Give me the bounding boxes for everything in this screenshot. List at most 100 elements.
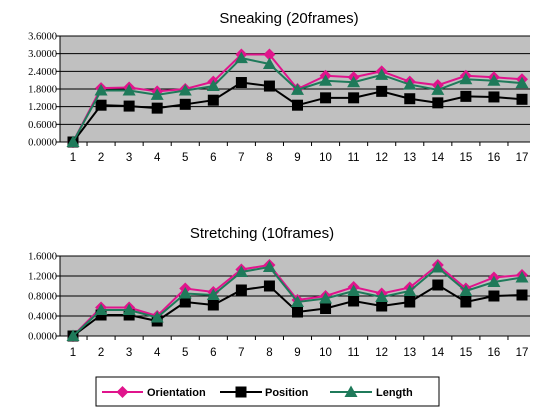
x-tick-label: 6 [210,347,216,359]
data-point-length [178,287,192,299]
x-tick-label: 13 [403,152,416,164]
legend-item-orientation: Orientation [102,386,206,399]
data-point-position [207,94,219,106]
data-point-length [347,75,361,88]
legend-box [95,376,440,407]
axes [56,255,530,340]
data-point-length [375,68,389,80]
data-point-length [459,72,473,85]
y-tick-label: 0.4000 [28,312,57,323]
data-point-length [515,76,529,89]
series-lines [66,259,529,342]
data-point-position [151,102,163,114]
data-point-position [292,99,303,111]
x-tick-label: 5 [182,152,188,164]
x-tick-label: 15 [459,347,472,359]
data-point-position [235,284,247,296]
x-tick-label: 4 [154,347,161,359]
data-point-length [178,83,192,96]
data-point-position [432,97,444,109]
x-tick-labels: 1 2 3 4 5 6 7 8 9 10 11 12 13 14 15 16 17 [70,152,529,164]
x-tick-label: 2 [98,347,104,359]
data-point-position [404,296,416,308]
legend-label: Position [265,387,309,399]
data-point-length [291,83,304,95]
data-point-length [347,284,361,296]
data-point-position [516,289,528,301]
data-point-position [460,296,472,308]
x-tick-label: 11 [348,347,360,359]
legend-item-length: Length [330,385,413,399]
x-tick-label: 9 [294,347,300,359]
x-tick-label: 2 [98,152,104,164]
data-point-length [375,290,389,302]
data-point-position [207,299,219,311]
x-tick-label: 7 [238,152,244,164]
x-tick-label: 6 [210,152,216,164]
x-tick-label: 16 [488,347,501,359]
data-point-length [66,329,80,341]
data-point-length [234,51,248,64]
data-point-length [150,88,164,100]
data-point-position [263,80,275,92]
y-tick-label: 2.4000 [28,67,57,78]
x-tick-label: 3 [126,347,132,359]
data-point-length [403,78,417,90]
legend-marker-icon [116,386,129,398]
x-tick-label: 1 [70,347,76,359]
data-point-length [262,57,276,69]
data-point-position [179,296,191,308]
legend-label: Length [376,387,413,399]
x-tick-label: 15 [459,152,472,164]
chart-sneaking: Sneaking (20frames) 0.0000 0.6000 1.2000 1.… [28,10,530,164]
data-point-position [348,295,360,307]
data-point-position [348,92,360,104]
x-tick-label: 4 [154,152,161,164]
y-tick-label: 3.0000 [28,49,57,60]
data-point-position [95,99,107,111]
data-point-position [488,290,500,302]
data-point-position [488,91,500,103]
series-lines [66,48,529,148]
y-tick-label: 1.2000 [28,102,57,113]
data-point-length [206,79,220,92]
data-point-orientation [263,48,276,61]
data-point-length [515,271,529,283]
x-tick-label: 1 [70,152,76,164]
x-tick-label: 13 [403,347,416,359]
data-point-position [263,280,275,292]
legend-marker-icon [344,385,358,397]
data-point-length [431,83,445,95]
axes [56,35,530,146]
data-point-length [262,260,276,272]
data-point-length [487,74,501,86]
data-point-position [320,303,332,314]
x-tick-label: 7 [238,347,244,359]
x-tick-labels: 1 2 3 4 5 6 7 8 9 10 11 12 13 14 15 16 17 [70,347,529,359]
data-point-length [206,288,220,300]
x-tick-label: 10 [319,152,332,164]
data-point-position [432,279,444,291]
x-tick-label: 11 [348,152,360,164]
data-point-position [516,93,528,105]
x-tick-label: 12 [375,152,388,164]
x-tick-label: 14 [431,347,444,359]
y-tick-label: 3.6000 [28,32,57,43]
x-tick-label: 5 [182,347,188,359]
x-tick-label: 8 [266,347,272,359]
data-point-position [123,100,135,112]
data-point-position [320,92,332,104]
data-point-length [319,292,333,304]
chart-title: Sneaking (20frames) [219,10,358,27]
data-point-position [235,77,247,89]
data-point-length [122,303,136,315]
data-point-position [292,306,303,318]
x-tick-label: 14 [431,152,444,164]
data-point-length [403,284,417,296]
data-point-length [431,261,445,273]
x-tick-label: 12 [375,347,388,359]
data-point-position [376,300,388,312]
x-tick-label: 17 [516,152,529,164]
data-point-length [487,275,501,287]
y-tick-labels: 0.0000 0.4000 0.8000 1.2000 1.6000 [28,252,57,343]
